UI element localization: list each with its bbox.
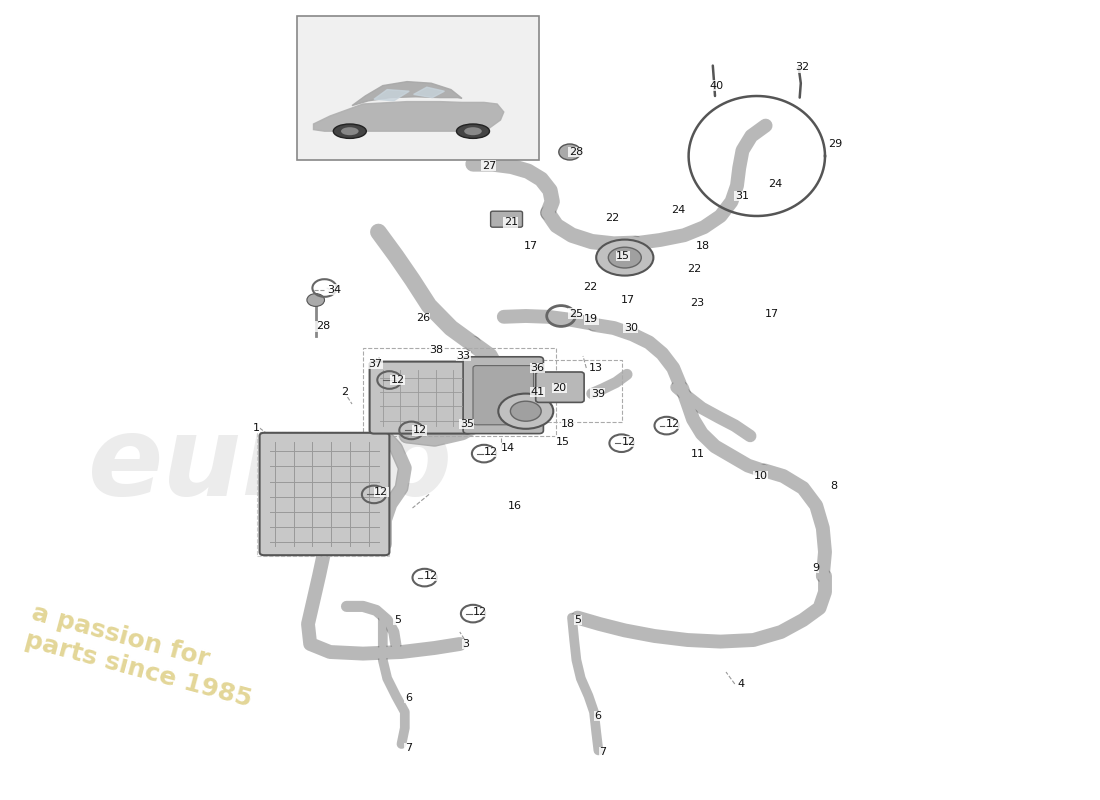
Ellipse shape — [510, 402, 541, 421]
Text: 23: 23 — [690, 298, 704, 308]
Polygon shape — [352, 82, 462, 106]
Ellipse shape — [341, 127, 359, 135]
Text: 16: 16 — [508, 501, 522, 510]
Text: 22: 22 — [583, 282, 597, 292]
Text: 33: 33 — [456, 351, 471, 361]
Text: 15: 15 — [556, 437, 570, 446]
Ellipse shape — [608, 247, 641, 268]
Text: 12: 12 — [424, 571, 438, 581]
Text: 24: 24 — [671, 205, 685, 214]
Text: 28: 28 — [569, 147, 583, 157]
Text: 37: 37 — [368, 359, 383, 369]
Ellipse shape — [498, 394, 553, 429]
Text: 5: 5 — [394, 615, 400, 625]
Text: 27: 27 — [482, 161, 496, 170]
Text: 36: 36 — [530, 363, 544, 373]
Text: 13: 13 — [588, 363, 603, 373]
Ellipse shape — [464, 127, 482, 135]
Text: 10: 10 — [754, 471, 768, 481]
Text: 15: 15 — [616, 251, 630, 261]
Text: 30: 30 — [624, 323, 638, 333]
Text: 22: 22 — [605, 213, 619, 222]
Text: 38: 38 — [429, 346, 443, 355]
Text: 17: 17 — [620, 295, 635, 305]
Text: 12: 12 — [390, 375, 405, 385]
Text: 39: 39 — [591, 389, 605, 398]
Text: 5: 5 — [574, 615, 581, 625]
Ellipse shape — [596, 239, 653, 275]
Text: 3: 3 — [462, 639, 469, 649]
Text: 18: 18 — [561, 419, 575, 429]
FancyBboxPatch shape — [473, 366, 534, 425]
Text: 2: 2 — [341, 387, 348, 397]
Text: 21: 21 — [504, 218, 518, 227]
Text: 12: 12 — [484, 447, 498, 457]
Text: 40: 40 — [710, 81, 724, 90]
Text: 22: 22 — [688, 264, 702, 274]
Text: a passion for
parts since 1985: a passion for parts since 1985 — [22, 601, 262, 711]
Text: 17: 17 — [764, 309, 779, 318]
Text: 32: 32 — [795, 62, 810, 72]
FancyBboxPatch shape — [463, 357, 543, 434]
Text: 7: 7 — [405, 743, 411, 753]
Text: 19: 19 — [584, 314, 598, 324]
Text: 12: 12 — [374, 487, 388, 497]
Text: 8: 8 — [830, 482, 837, 491]
Text: 9: 9 — [812, 563, 818, 573]
Text: 12: 12 — [412, 426, 427, 435]
Circle shape — [559, 144, 581, 160]
Text: 12: 12 — [621, 437, 636, 446]
Text: 1: 1 — [253, 423, 260, 433]
Text: 14: 14 — [500, 443, 515, 453]
Bar — [506, 360, 621, 422]
Bar — [297, 16, 539, 160]
Text: 12: 12 — [666, 419, 680, 429]
Polygon shape — [414, 87, 444, 98]
FancyBboxPatch shape — [491, 211, 522, 227]
Text: 41: 41 — [530, 387, 544, 397]
Text: 34: 34 — [327, 285, 341, 294]
Text: 35: 35 — [460, 419, 474, 429]
Text: 31: 31 — [735, 191, 749, 201]
Ellipse shape — [456, 124, 490, 138]
Text: europ: europ — [88, 410, 453, 518]
FancyBboxPatch shape — [260, 433, 389, 555]
Text: 20: 20 — [552, 383, 567, 393]
Bar — [257, 432, 389, 556]
FancyBboxPatch shape — [370, 362, 472, 434]
Polygon shape — [374, 90, 409, 101]
Text: 6: 6 — [594, 711, 601, 721]
Text: 17: 17 — [524, 241, 538, 250]
Bar — [363, 348, 556, 436]
Ellipse shape — [333, 124, 366, 138]
Text: 28: 28 — [316, 322, 330, 331]
Polygon shape — [314, 102, 504, 131]
Text: 24: 24 — [768, 179, 782, 189]
Text: 6: 6 — [405, 693, 411, 702]
FancyBboxPatch shape — [536, 372, 584, 402]
Text: 25: 25 — [569, 309, 583, 318]
Text: 18: 18 — [696, 241, 711, 250]
Text: 4: 4 — [737, 679, 744, 689]
Text: 12: 12 — [473, 607, 487, 617]
Circle shape — [307, 294, 324, 306]
Text: 11: 11 — [691, 450, 705, 459]
Text: 29: 29 — [828, 139, 843, 149]
Text: 7: 7 — [600, 747, 606, 757]
Text: 26: 26 — [416, 314, 430, 323]
